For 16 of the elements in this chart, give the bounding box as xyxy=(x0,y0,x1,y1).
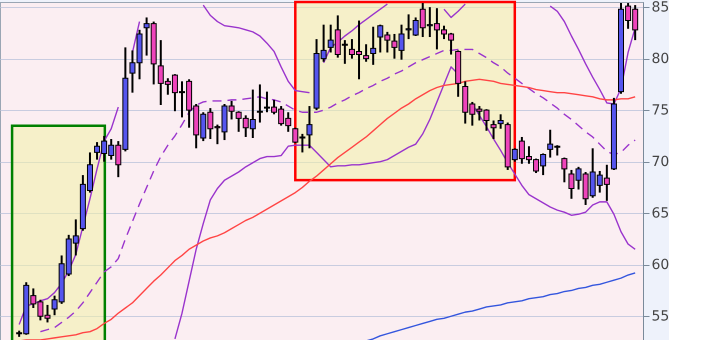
candlestick xyxy=(363,43,370,63)
candlestick xyxy=(306,105,312,150)
y-tick-label: 65 xyxy=(652,206,670,222)
y-tick-label: 85 xyxy=(652,0,670,16)
y-tick-label: 70 xyxy=(652,154,670,170)
candlestick xyxy=(370,26,376,66)
candlestick xyxy=(256,83,263,124)
y-tick-label: 55 xyxy=(652,308,670,325)
candlestick xyxy=(561,156,568,184)
candlestick xyxy=(498,113,504,130)
line-series xyxy=(365,272,636,340)
line-series xyxy=(40,48,636,332)
y-tick-label: 60 xyxy=(652,257,670,274)
y-tick-label: 75 xyxy=(652,102,670,119)
candlestick xyxy=(490,119,497,140)
y-tick-label: 80 xyxy=(652,51,670,68)
